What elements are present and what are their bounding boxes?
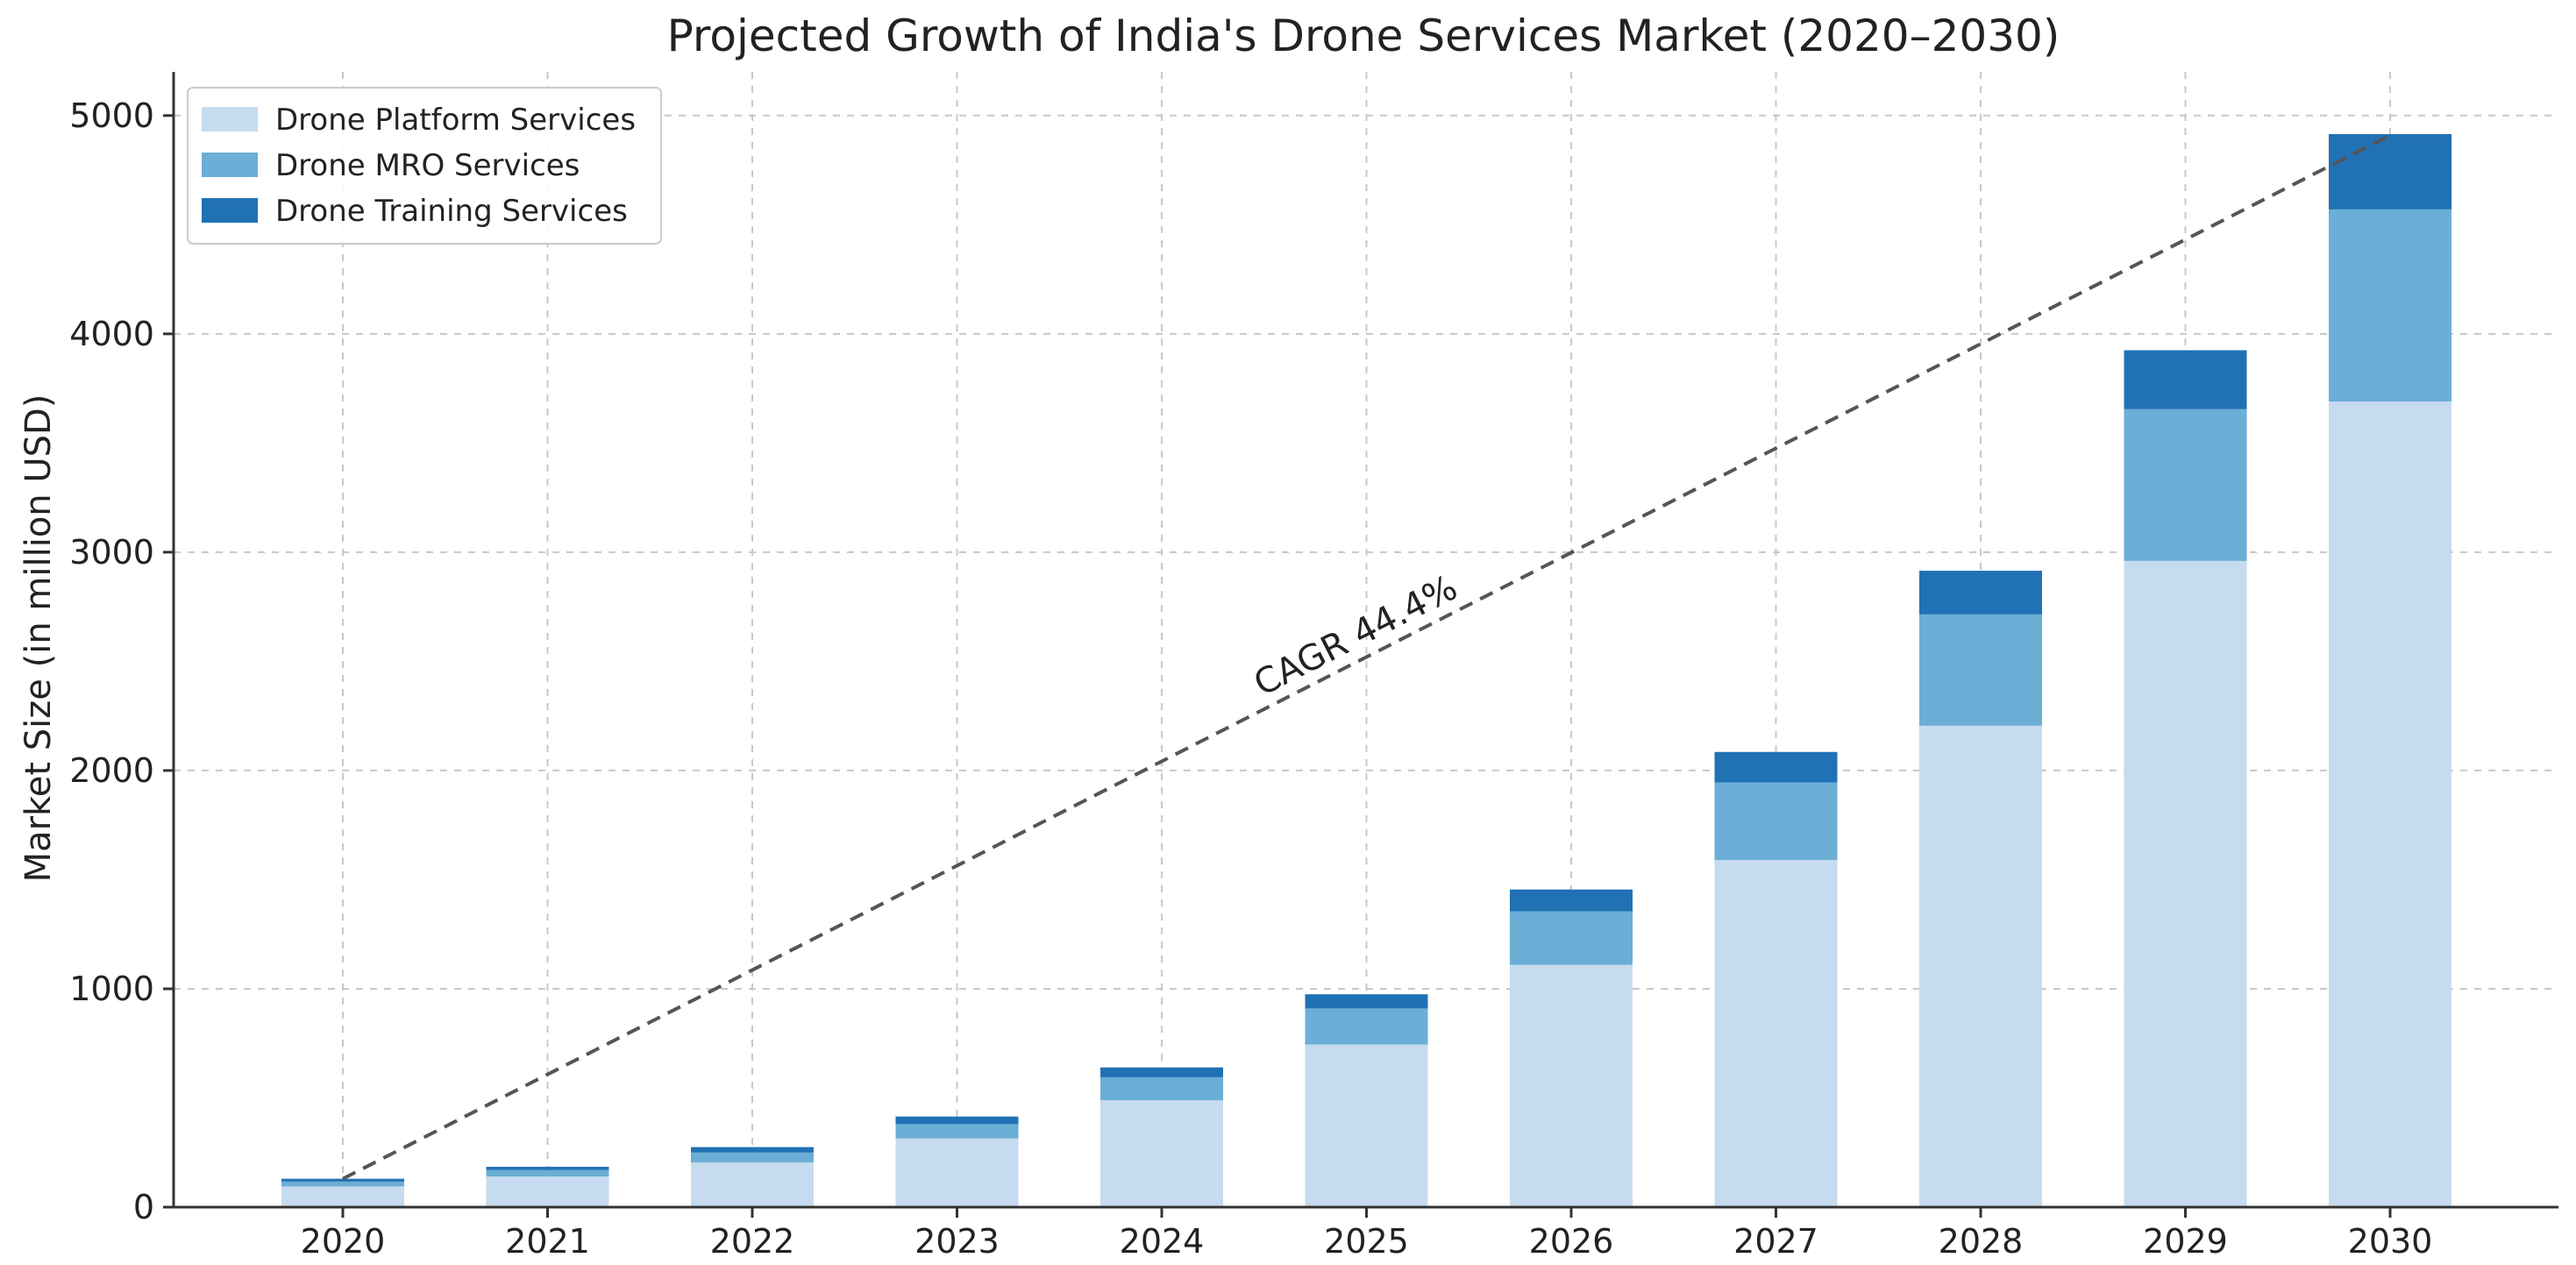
x-tick-label: 2020 [301,1222,386,1261]
x-tick-label: 2026 [1529,1222,1614,1261]
bar-segment-2022-0 [691,1162,814,1207]
bar-segment-2023-0 [895,1138,1019,1207]
y-tick-label: 2000 [69,751,154,790]
bar-segment-2025-2 [1305,994,1428,1009]
cagr-annotation: CAGR 44.4% [1248,567,1463,704]
bar-segment-2030-1 [2329,209,2451,402]
bar-segment-2027-1 [1714,782,1838,861]
y-tick-label: 0 [133,1188,154,1226]
x-tick-label: 2030 [2348,1222,2433,1261]
bar-segment-2029-2 [2124,350,2247,409]
x-tick-label: 2029 [2143,1222,2228,1261]
bar-segment-2030-0 [2329,402,2451,1207]
bar-segment-2020-1 [281,1181,404,1187]
legend-swatch-0 [202,107,258,131]
cagr-trend-line [342,133,2391,1181]
legend-swatch-1 [202,153,258,177]
legend-frame [187,87,662,245]
bar-segment-2026-2 [1510,889,1633,912]
y-tick-label: 4000 [69,315,154,353]
bar-segment-2024-2 [1100,1067,1223,1077]
bar-segment-2021-0 [486,1176,609,1207]
bar-segment-2028-1 [1919,614,2042,726]
bar-segment-2027-2 [1714,751,1838,783]
bar-segment-2026-1 [1510,911,1633,965]
bar-segment-2029-0 [2124,560,2247,1207]
bar-segment-2024-0 [1100,1099,1223,1207]
legend-label-2: Drone Training Services [275,194,628,229]
bar-segment-2021-1 [486,1169,609,1177]
bar-segment-2028-0 [1919,725,2042,1207]
bar-segment-2030-2 [2329,133,2451,210]
legend-label-0: Drone Platform Services [275,103,636,138]
bar-segment-2025-0 [1305,1044,1428,1207]
y-tick-label: 3000 [69,533,154,572]
x-tick-label: 2021 [505,1222,590,1261]
bar-segment-2022-1 [691,1152,814,1162]
y-axis-title: Market Size (in million USD) [18,394,59,883]
bar-segment-2029-1 [2124,409,2247,561]
x-tick-label: 2024 [1120,1222,1205,1261]
y-tick-label: 1000 [69,970,154,1008]
bar-segment-2020-2 [281,1178,404,1182]
x-tick-label: 2028 [1939,1222,2024,1261]
legend-label-1: Drone MRO Services [275,148,580,183]
legend: Drone Platform Services Drone MRO Service… [187,87,662,245]
chart-title: Projected Growth of India's Drone Servic… [667,11,2060,61]
bars-layer [281,133,2451,1207]
bar-segment-2024-1 [1100,1077,1223,1100]
legend-swatch-2 [202,198,258,223]
bar-segment-2022-2 [691,1147,814,1153]
bar-segment-2028-2 [1919,571,2042,615]
bar-segment-2023-2 [895,1116,1019,1125]
bar-segment-2021-2 [486,1166,609,1170]
bar-segment-2027-0 [1714,860,1838,1207]
x-tick-label: 2022 [710,1222,795,1261]
x-tick-label: 2027 [1733,1222,1818,1261]
x-tick-label: 2025 [1324,1222,1409,1261]
x-tick-label: 2023 [914,1222,1000,1261]
bar-segment-2025-1 [1305,1008,1428,1045]
bar-segment-2026-0 [1510,964,1633,1207]
bar-segment-2023-1 [895,1124,1019,1139]
axes-layer: 0 1000 2000 3000 4000 5000 2020 2021 2022 2023 202… [69,72,2558,1261]
bar-segment-2020-0 [281,1186,404,1207]
y-tick-label: 5000 [69,96,154,135]
